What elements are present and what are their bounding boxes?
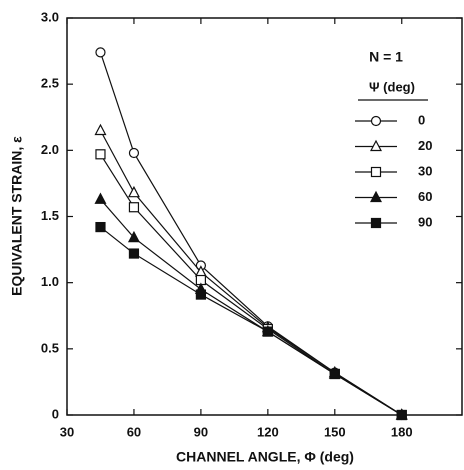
legend-label: 60 [418, 189, 432, 204]
x-axis-label: CHANNEL ANGLE, Φ (deg) [176, 449, 354, 465]
legend-title: N = 1 [369, 49, 403, 65]
marker [94, 192, 107, 204]
marker [370, 190, 382, 203]
y-tick-label: 3.0 [41, 9, 59, 24]
legend-label: 20 [418, 138, 432, 153]
y-tick-label: 0 [52, 406, 59, 421]
marker [128, 147, 140, 159]
marker [94, 123, 107, 136]
legend-label: 0 [418, 112, 425, 127]
series-line [99, 130, 403, 416]
marker [128, 202, 140, 213]
y-axis-label: EQUIVALENT STRAIN, ε [9, 136, 25, 296]
marker [396, 409, 407, 421]
series-line [100, 226, 403, 416]
x-tick-label: 180 [391, 424, 413, 439]
marker [95, 149, 106, 160]
x-tick-label: 150 [324, 424, 346, 439]
series-line [99, 153, 403, 416]
x-tick-label: 120 [257, 424, 279, 439]
marker [370, 139, 382, 152]
y-tick-label: 2.0 [41, 142, 59, 157]
marker [128, 248, 140, 259]
x-tick-label: 90 [194, 424, 208, 439]
marker [95, 47, 106, 58]
series-line [100, 198, 403, 416]
marker [370, 166, 382, 178]
marker [370, 217, 382, 229]
legend-label: 30 [418, 163, 432, 178]
legend-subtitle: Ψ (deg) [369, 79, 415, 94]
marker [262, 326, 273, 337]
marker [370, 115, 382, 127]
y-tick-label: 0.5 [41, 340, 59, 355]
x-tick-label: 60 [127, 424, 141, 439]
y-tick-label: 1.5 [41, 208, 59, 223]
series-line [99, 52, 403, 416]
plot-frame [66, 17, 463, 416]
legend-label: 90 [418, 214, 432, 229]
y-tick-label: 1.0 [41, 274, 59, 289]
marker [329, 368, 340, 380]
y-tick-label: 2.5 [41, 76, 59, 91]
x-tick-label: 30 [60, 424, 74, 439]
marker [127, 185, 140, 198]
marker [127, 230, 140, 243]
marker [95, 221, 106, 233]
marker [195, 289, 206, 300]
